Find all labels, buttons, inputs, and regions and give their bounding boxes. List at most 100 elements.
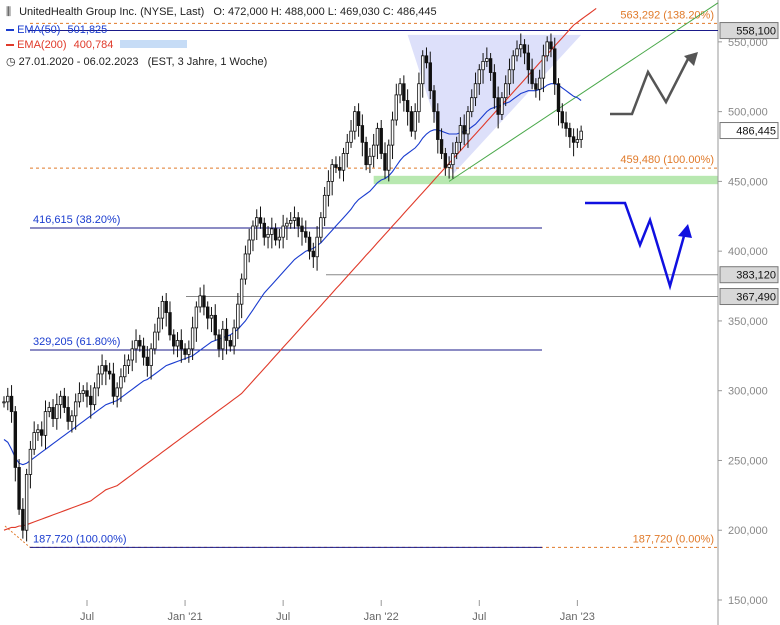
candle-body [179, 340, 183, 350]
candle-body [134, 340, 138, 350]
candle-body [349, 130, 353, 143]
candle-body [58, 395, 63, 406]
candle-body [439, 139, 444, 154]
candle-body [560, 111, 564, 124]
candle-body [311, 250, 316, 258]
candle-body [500, 97, 504, 115]
price-level-box [719, 288, 779, 306]
candle-body [496, 97, 500, 115]
candle-body [175, 340, 180, 347]
candle-body [270, 228, 274, 235]
uptrend-line [448, 2, 719, 182]
candle-body [13, 411, 18, 468]
candle-body [115, 387, 119, 397]
candle-body [292, 217, 297, 221]
fib-right-label: 563,292 (138.20%) [620, 9, 714, 21]
candle-body [356, 111, 361, 126]
candle-body [481, 60, 485, 71]
ema200-swatch [6, 44, 14, 47]
fib-right-label: 459,480 (100.00%) [620, 154, 714, 166]
fib-left-label: 416,615 (38.20%) [33, 214, 120, 226]
y-tick-label: 550,000 [728, 37, 768, 49]
x-tick-label: Jan '23 [560, 611, 595, 623]
candle-body [485, 58, 489, 62]
candle-body [255, 217, 259, 227]
candle-body [209, 314, 214, 319]
x-tick-label: Jan '21 [167, 611, 202, 623]
candle-body [503, 83, 508, 99]
candle-body [575, 139, 580, 143]
candle-body [443, 153, 448, 168]
candle-body [421, 55, 425, 85]
candle-body [40, 429, 44, 436]
candle-body [319, 217, 323, 238]
candle-body [579, 130, 583, 140]
candle-body [17, 467, 21, 510]
candle-body [190, 327, 195, 350]
candle-body [571, 136, 576, 143]
x-tick-label: Jul [80, 611, 94, 623]
candle-body [436, 111, 440, 140]
price-level-label: 367,490 [736, 292, 776, 304]
price-level-box [719, 122, 779, 140]
candle-body [537, 77, 542, 90]
candle-body [247, 239, 251, 255]
candle-body [205, 306, 210, 319]
candle-body [228, 340, 233, 347]
bullish-scenario-arrow [610, 54, 692, 116]
candle-body [89, 395, 93, 406]
y-tick-label: 500,000 [728, 107, 768, 119]
clock-icon: ◷ [6, 56, 16, 68]
ema50-label: EMA(50) [17, 24, 61, 36]
candle-body [9, 395, 14, 413]
candle-body [371, 144, 376, 157]
candle-body [28, 448, 33, 475]
price-level-label: 486,445 [736, 126, 776, 138]
candle-body [466, 111, 470, 135]
candle-body [417, 83, 421, 113]
candle-body [473, 83, 478, 99]
candle-body [6, 395, 10, 403]
candle-body [296, 217, 300, 227]
candle-body [405, 100, 410, 113]
candle-body [526, 52, 531, 71]
candle-body [515, 48, 519, 57]
candle-body [288, 220, 293, 224]
candle-body [549, 41, 553, 50]
y-tick-label: 150,000 [728, 595, 768, 607]
y-tick-label: 400,000 [728, 246, 768, 258]
candle-body [451, 153, 455, 166]
x-tick-label: Jul [472, 611, 486, 623]
candle-body [413, 111, 417, 132]
candle-body [530, 69, 534, 85]
candle-body [47, 407, 51, 413]
candle-body [492, 72, 497, 99]
candle-body [156, 317, 161, 333]
candle-body [111, 373, 116, 397]
candle-body [281, 225, 285, 238]
ema200-legend: EMA(200) 400,784 [6, 39, 113, 51]
fib-right-label: 187,720 (0.00%) [633, 533, 714, 545]
candle-body [168, 312, 172, 336]
ohlc-values: O: 472,000 H: 488,000 L: 469,030 C: 486,… [213, 6, 437, 18]
candle-body [126, 359, 131, 366]
candle-body [424, 55, 429, 64]
price-level-box [719, 22, 779, 40]
candle-body [285, 222, 289, 227]
candle-body [432, 90, 436, 113]
candle-body [330, 164, 334, 182]
candle-body [511, 55, 515, 71]
candle-body [119, 376, 123, 389]
legend-highlight [120, 40, 187, 48]
candle-body [345, 141, 349, 154]
candle-body [262, 222, 266, 238]
bearish-arrowhead [678, 224, 692, 238]
candle-body [266, 234, 270, 238]
candle-body [194, 306, 199, 329]
date-range-note: (EST, 3 Jahre, 1 Woche) [147, 56, 268, 68]
candle-body [353, 111, 357, 132]
candle-body [251, 225, 255, 241]
candle-body [24, 474, 29, 531]
ema50-value: 501,825 [67, 24, 108, 36]
candle-body [338, 167, 342, 171]
